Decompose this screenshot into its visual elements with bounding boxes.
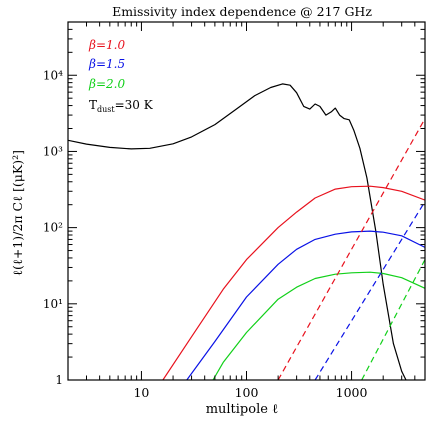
dust-temperature-value: =30 K — [115, 98, 154, 112]
y-tick-label: 1 — [55, 373, 63, 387]
y-axis-ticks: 1 10¹ 10² 10³ 10⁴ — [43, 21, 425, 387]
legend-dust-temperature: Tdust=30 K — [89, 98, 154, 114]
y-tick-label: 10³ — [43, 144, 63, 158]
x-axis-label: multipole ℓ — [206, 402, 279, 417]
dust-temperature-symbol: T — [89, 98, 97, 112]
x-tick-label: 100 — [235, 385, 259, 400]
plot-area — [68, 83, 425, 380]
x-axis-ticks: 10 100 1000 — [67, 22, 426, 400]
y-tick-label: 10¹ — [43, 297, 63, 311]
legend: β=1.0 β=1.5 β=2.0 Tdust=30 K — [88, 38, 154, 114]
legend-entry-beta-1-0: β=1.0 — [88, 38, 125, 52]
y-tick-label: 10² — [43, 221, 63, 235]
series-line-1 — [68, 83, 407, 380]
y-axis-label: ℓ(ℓ+1)/2π Cℓ [(μK)²] — [10, 150, 25, 276]
legend-entry-beta-2-0: β=2.0 — [88, 77, 125, 91]
plot-frame — [67, 21, 426, 381]
series-line-3 — [186, 230, 425, 380]
series-line-2 — [162, 185, 425, 380]
y-tick-label: 10⁴ — [43, 68, 63, 82]
series-line-4 — [212, 271, 425, 380]
series-line-5 — [277, 118, 425, 380]
x-tick-label: 1000 — [336, 385, 368, 400]
series-line-7 — [361, 259, 425, 380]
legend-entry-beta-1-5: β=1.5 — [88, 57, 125, 71]
x-tick-label: 10 — [133, 385, 149, 400]
dust-temperature-subscript: dust — [97, 105, 115, 114]
series-line-6 — [314, 201, 425, 380]
chart-title: Emissivity index dependence @ 217 GHz — [112, 4, 372, 19]
